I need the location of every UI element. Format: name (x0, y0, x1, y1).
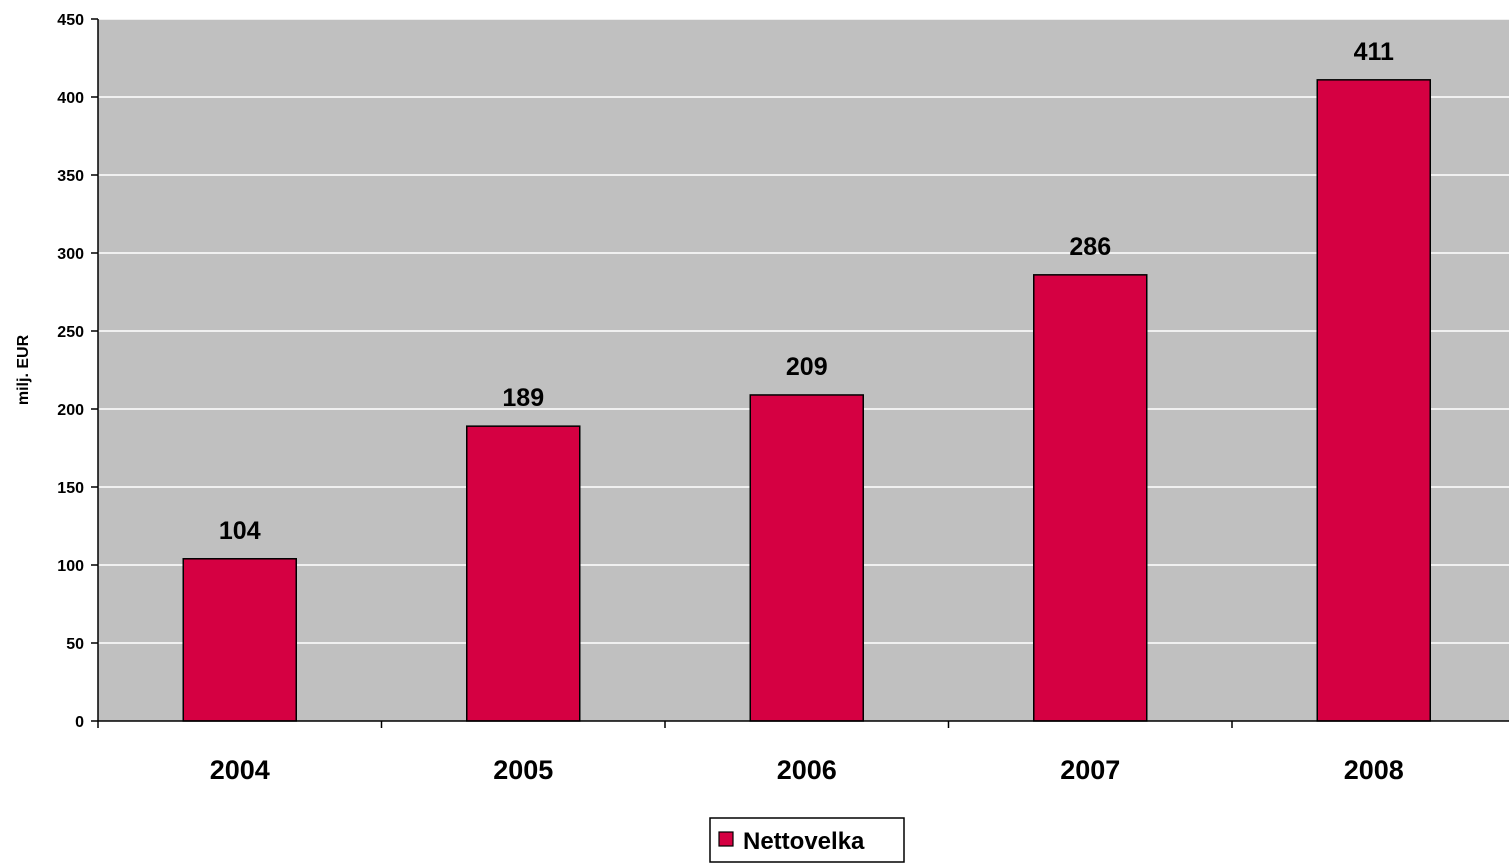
data-labels: 104 189 209 286 411 (219, 38, 1394, 545)
data-label: 189 (502, 384, 544, 412)
data-label: 209 (786, 353, 828, 381)
y-tick-label: 50 (66, 636, 84, 653)
y-tick-label: 350 (57, 168, 84, 185)
x-tick-label: 2004 (210, 755, 270, 785)
legend: Nettovelka (709, 817, 905, 863)
y-tick-label: 400 (57, 90, 84, 107)
legend-label: Nettovelka (743, 828, 865, 855)
x-tick-label: 2007 (1060, 755, 1120, 785)
legend-swatch (718, 831, 734, 847)
y-tick-label: 150 (57, 480, 84, 497)
data-label: 286 (1069, 233, 1111, 261)
bar (182, 558, 297, 722)
x-tick-label: 2008 (1344, 755, 1404, 785)
y-tick-labels: 0 50 100 150 200 250 300 350 400 450 (57, 12, 84, 731)
y-tick-label: 0 (75, 714, 84, 731)
legend-box (709, 817, 905, 863)
x-tick-labels: 2004 2005 2006 2007 2008 (210, 755, 1404, 785)
bar (1033, 274, 1148, 722)
y-tick-label: 100 (57, 558, 84, 575)
bar (1316, 79, 1431, 722)
x-tick-label: 2006 (777, 755, 837, 785)
x-tick-label: 2005 (493, 755, 553, 785)
data-label: 411 (1354, 38, 1394, 66)
bar (466, 425, 581, 722)
y-tick-label: 250 (57, 324, 84, 341)
bars (182, 79, 1431, 722)
y-axis-title: milj. EUR (15, 334, 32, 405)
data-label: 104 (219, 517, 261, 545)
bar (749, 394, 864, 722)
y-tick-label: 300 (57, 246, 84, 263)
y-tick-label: 200 (57, 402, 84, 419)
y-tick-label: 450 (57, 12, 84, 29)
axes (91, 18, 1509, 728)
